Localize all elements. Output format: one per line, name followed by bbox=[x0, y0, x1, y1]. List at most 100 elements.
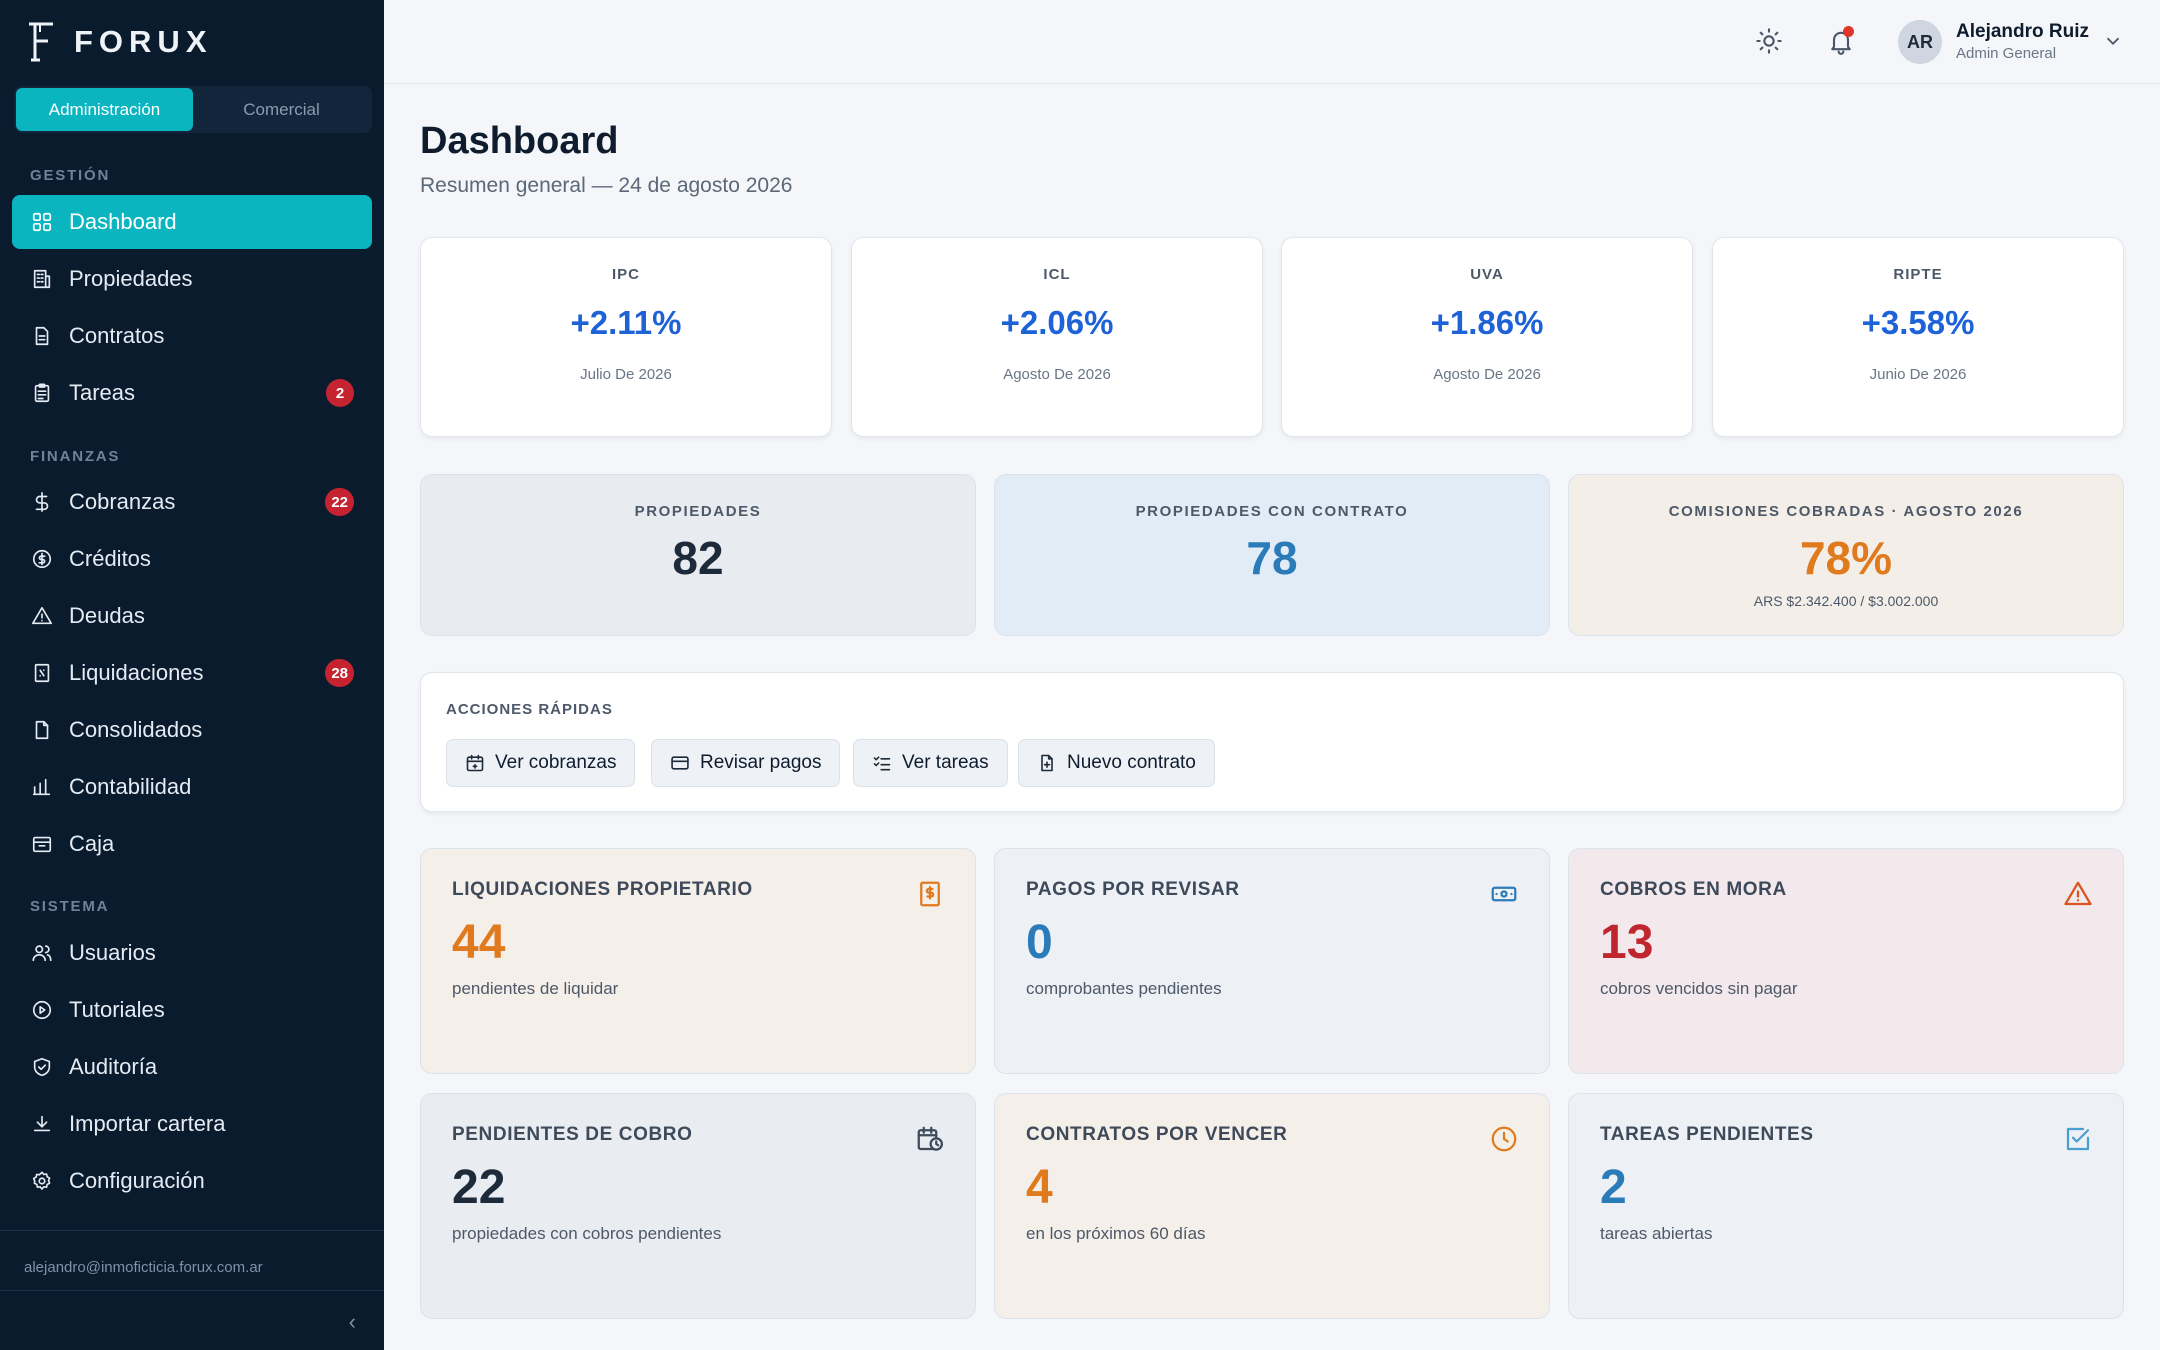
nuevo-contrato-button[interactable]: Nuevo contrato bbox=[1018, 739, 1215, 787]
sidebar-item-contabilidad[interactable]: Contabilidad bbox=[12, 760, 372, 814]
sidebar-item-label: Auditoría bbox=[69, 1054, 158, 1079]
avatar[interactable]: AR bbox=[1898, 20, 1942, 64]
sidebar-item-consolidados[interactable]: Consolidados bbox=[12, 703, 372, 757]
sidebar-item-auditoria[interactable]: Auditoría bbox=[12, 1040, 372, 1094]
building-icon bbox=[31, 268, 53, 290]
warning-icon bbox=[31, 605, 53, 627]
calendar-clock-icon bbox=[915, 1124, 945, 1154]
card-liquidaciones-propietario[interactable]: LIQUIDACIONES PROPIETARIO 44 pendientes … bbox=[420, 848, 976, 1074]
card-description: pendientes de liquidar bbox=[452, 979, 619, 998]
sidebar-item-label: Importar cartera bbox=[69, 1111, 226, 1136]
section-finanzas: FINANZAS bbox=[30, 448, 121, 465]
index-value: +2.06% bbox=[1000, 304, 1114, 341]
credit-card-icon bbox=[671, 756, 689, 770]
brand-logo[interactable]: FORUX bbox=[26, 20, 213, 64]
revisar-pagos-button[interactable]: Revisar pagos bbox=[651, 739, 841, 787]
card-pendientes-de-cobro[interactable]: PENDIENTES DE COBRO 22 propiedades con c… bbox=[420, 1093, 976, 1319]
sidebar-item-label: Cobranzas bbox=[69, 489, 176, 514]
sidebar-item-dashboard[interactable]: Dashboard bbox=[12, 195, 372, 249]
stat-label: PROPIEDADES bbox=[634, 503, 762, 520]
stat-card-comisiones: COMISIONES COBRADAS · AGOSTO 2026 78% AR… bbox=[1568, 474, 2124, 636]
tareas-count-badge: 2 bbox=[326, 379, 354, 407]
download-icon bbox=[31, 1113, 53, 1135]
ver-cobranzas-button[interactable]: Ver cobranzas bbox=[446, 739, 636, 787]
sidebar-item-cobranzas[interactable]: Cobranzas 22 bbox=[12, 475, 372, 529]
sidebar-item-label: Tareas bbox=[69, 380, 136, 405]
card-description: comprobantes pendientes bbox=[1026, 979, 1222, 998]
bar-chart-icon bbox=[31, 776, 53, 798]
card-description: en los próximos 60 días bbox=[1026, 1224, 1206, 1243]
index-period: Agosto De 2026 bbox=[1433, 366, 1541, 383]
button-label: Revisar pagos bbox=[700, 752, 822, 773]
tab-comercial[interactable]: Comercial bbox=[243, 99, 320, 119]
theme-toggle-button[interactable] bbox=[1752, 24, 1786, 58]
index-card-ipc: IPC +2.11% Julio De 2026 bbox=[420, 237, 832, 437]
button-label: Ver cobranzas bbox=[495, 752, 617, 773]
sidebar-item-label: Créditos bbox=[69, 546, 151, 571]
sidebar-item-tareas[interactable]: Tareas 2 bbox=[12, 366, 372, 420]
button-label: Nuevo contrato bbox=[1067, 752, 1196, 773]
document-icon bbox=[31, 325, 53, 347]
sidebar-item-label: Liquidaciones bbox=[69, 660, 204, 685]
card-value: 2 bbox=[1600, 1161, 1627, 1214]
card-description: cobros vencidos sin pagar bbox=[1600, 979, 1798, 998]
sidebar-item-propiedades[interactable]: Propiedades bbox=[12, 252, 372, 306]
cobranzas-count-badge: 22 bbox=[325, 488, 354, 516]
index-label: IPC bbox=[611, 266, 640, 283]
sidebar: FORUX Administración Comercial GESTIÓN D… bbox=[0, 0, 384, 1350]
card-cobros-en-mora[interactable]: COBROS EN MORA 13 cobros vencidos sin pa… bbox=[1568, 848, 2124, 1074]
collapse-sidebar-button[interactable]: ‹ bbox=[0, 1290, 384, 1350]
index-card-uva: UVA +1.86% Agosto De 2026 bbox=[1281, 237, 1693, 437]
card-label: PAGOS POR REVISAR bbox=[1026, 879, 1240, 900]
stat-value: 78 bbox=[1246, 532, 1298, 584]
stat-label: COMISIONES COBRADAS · AGOSTO 2026 bbox=[1668, 503, 2024, 520]
sidebar-item-contratos[interactable]: Contratos bbox=[12, 309, 372, 363]
sidebar-item-creditos[interactable]: Créditos bbox=[12, 532, 372, 586]
sidebar-item-usuarios[interactable]: Usuarios bbox=[12, 926, 372, 980]
user-name[interactable]: Alejandro Ruiz bbox=[1956, 21, 2090, 42]
card-tareas-pendientes[interactable]: TAREAS PENDIENTES 2 tareas abiertas bbox=[1568, 1093, 2124, 1319]
receipt-icon bbox=[31, 662, 53, 684]
user-role: Admin General bbox=[1956, 45, 2057, 62]
sidebar-item-label: Caja bbox=[69, 831, 115, 856]
card-contratos-por-vencer[interactable]: CONTRATOS POR VENCER 4 en los próximos 6… bbox=[994, 1093, 1550, 1319]
sidebar-item-liquidaciones[interactable]: Liquidaciones 28 bbox=[12, 646, 372, 700]
card-description: tareas abiertas bbox=[1600, 1224, 1713, 1243]
sidebar-item-tutoriales[interactable]: Tutoriales bbox=[12, 983, 372, 1037]
gear-icon bbox=[31, 1170, 53, 1192]
notifications-button[interactable] bbox=[1824, 24, 1858, 58]
tab-administracion[interactable]: Administración bbox=[16, 88, 193, 131]
card-label: PENDIENTES DE COBRO bbox=[452, 1124, 693, 1145]
card-label: CONTRATOS POR VENCER bbox=[1026, 1124, 1288, 1145]
sidebar-item-label: Contratos bbox=[69, 323, 165, 348]
sidebar-item-importar-cartera[interactable]: Importar cartera bbox=[12, 1097, 372, 1151]
file-plus-icon bbox=[1041, 754, 1053, 772]
liquidaciones-count-badge: 28 bbox=[325, 659, 354, 687]
section-gestion: GESTIÓN bbox=[30, 167, 111, 184]
stat-card-propiedades: PROPIEDADES 82 bbox=[420, 474, 976, 636]
check-square-icon bbox=[2063, 1124, 2093, 1154]
index-value: +3.58% bbox=[1861, 304, 1975, 341]
index-label: UVA bbox=[1470, 266, 1504, 283]
sidebar-item-label: Configuración bbox=[69, 1168, 205, 1193]
index-value: +2.11% bbox=[570, 304, 682, 341]
topbar: AR Alejandro Ruiz Admin General bbox=[384, 0, 2160, 84]
cash-box-icon bbox=[31, 833, 53, 855]
button-label: Ver tareas bbox=[902, 752, 989, 773]
sidebar-item-configuracion[interactable]: Configuración bbox=[12, 1154, 372, 1208]
sidebar-item-caja[interactable]: Caja bbox=[12, 817, 372, 871]
user-menu-toggle[interactable] bbox=[2102, 30, 2124, 57]
card-value: 4 bbox=[1026, 1161, 1053, 1214]
card-value: 13 bbox=[1600, 916, 1654, 969]
card-pagos-por-revisar[interactable]: PAGOS POR REVISAR 0 comprobantes pendien… bbox=[994, 848, 1550, 1074]
stat-value: 82 bbox=[672, 532, 724, 584]
page-subtitle: Resumen general — 24 de agosto 2026 bbox=[420, 174, 793, 197]
quick-actions-panel: ACCIONES RÁPIDAS Ver cobranzas Revisar p… bbox=[420, 672, 2124, 812]
banknote-icon bbox=[1489, 879, 1519, 909]
sidebar-item-deudas[interactable]: Deudas bbox=[12, 589, 372, 643]
stat-value: 78% bbox=[1799, 532, 1893, 584]
file-icon bbox=[31, 719, 53, 741]
ver-tareas-button[interactable]: Ver tareas bbox=[853, 739, 1008, 787]
card-value: 22 bbox=[452, 1161, 506, 1214]
sidebar-item-label: Usuarios bbox=[69, 940, 156, 965]
